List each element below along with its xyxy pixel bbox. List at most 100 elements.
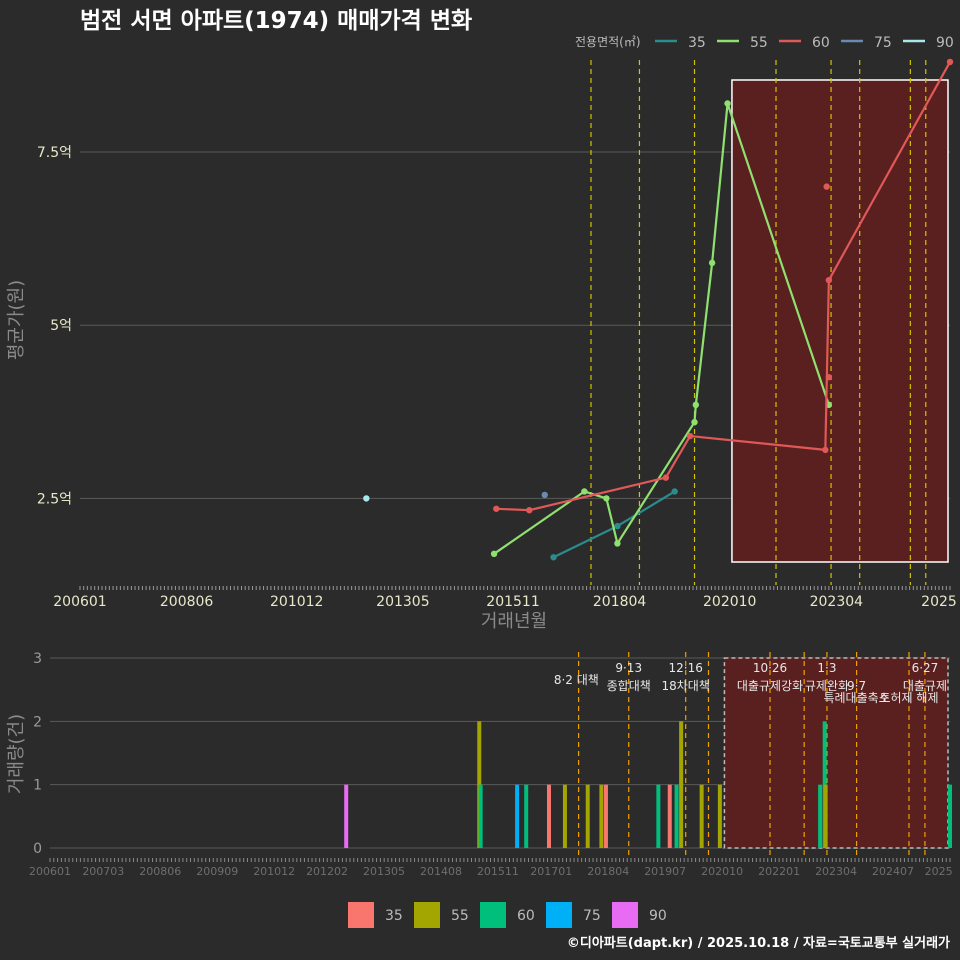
bottom-legend-swatch-55 <box>414 902 440 928</box>
x-tick-label: 200601 <box>53 594 106 610</box>
bottom-x-ticks: 200601 200703 200806 200909 201012 201202 2013… <box>29 865 953 878</box>
bottom-y-ticks: 0 1 2 3 <box>33 651 42 857</box>
bar-60 <box>524 784 529 848</box>
data-point-55 <box>603 495 610 502</box>
data-point-75 <box>541 491 548 499</box>
y-tick-label: 2.5억 <box>37 491 72 507</box>
top-highlight-box <box>731 79 949 563</box>
bottom-y-tick-label: 0 <box>33 841 42 857</box>
bottom-legend-swatch-90 <box>612 902 638 928</box>
bottom-highlight-region <box>723 657 949 849</box>
bottom-x-tick-label: 201907 <box>644 865 686 878</box>
bottom-y-axis-title: 거래량(건) <box>6 714 27 794</box>
bar-55 <box>823 784 828 848</box>
bottom-chart: 8·2 대책 9·13 종합대책 12·16 18차대책 10·26 대출규제강화 1·3 규제… <box>6 651 953 928</box>
bottom-legend-swatch-60 <box>480 902 506 928</box>
top-y-axis-title: 평균가(원) <box>6 280 27 360</box>
data-point-55 <box>581 488 588 495</box>
data-point-60 <box>946 58 954 66</box>
top-series <box>363 58 954 561</box>
x-tick-label: 201511 <box>486 594 539 610</box>
x-tick-label: 201305 <box>376 594 429 610</box>
x-tick-label: 201804 <box>593 594 647 610</box>
policy-annotation: 대출규제강화 <box>737 679 803 693</box>
bottom-legend: 35 55 60 75 90 <box>348 902 667 928</box>
bar-55 <box>585 784 590 848</box>
legend-label-35: 35 <box>688 35 706 51</box>
legend-label-90: 90 <box>936 35 954 51</box>
top-grid <box>79 151 951 590</box>
bar-55 <box>679 721 684 848</box>
bottom-x-tick-label: 202010 <box>701 865 743 878</box>
bottom-legend-swatch-35 <box>348 902 374 928</box>
bar-90 <box>344 784 349 848</box>
bottom-x-tick-label: 201202 <box>306 865 348 878</box>
chart-title: 범전 서면 아파트(1974) 매매가격 변화 <box>80 8 472 34</box>
bar-60 <box>656 784 661 848</box>
policy-annotation: 12·16 <box>669 661 703 675</box>
bottom-x-tick-label: 202407 <box>872 865 914 878</box>
top-x-ticks: 200601 200806 201012 201305 201511 201804 2020… <box>53 594 957 610</box>
bar-55 <box>699 784 704 848</box>
bar-60 <box>818 784 823 848</box>
bar-55 <box>562 784 567 848</box>
bottom-x-tick-label: 201408 <box>420 865 462 878</box>
bar-60 <box>822 721 827 848</box>
data-point-55 <box>614 540 621 547</box>
policy-annotation: 9·7 <box>847 679 866 693</box>
bar-35 <box>546 784 551 848</box>
bar-55 <box>599 784 604 848</box>
policy-annotation: 종합대책 <box>607 678 651 693</box>
bottom-legend-label-35: 35 <box>385 908 403 924</box>
bottom-x-tick-label: 200601 <box>29 865 71 878</box>
legend-label-75: 75 <box>874 35 892 51</box>
data-point-35 <box>614 522 621 530</box>
data-point-60 <box>686 432 694 440</box>
bar-60 <box>674 784 679 848</box>
bottom-x-tick-label: 200909 <box>196 865 238 878</box>
bottom-legend-label-75: 75 <box>583 908 601 924</box>
x-tick-label: 2025 <box>921 594 957 610</box>
top-legend: 전용면적(㎡) 35 55 60 75 90 <box>575 35 954 51</box>
bottom-bars <box>344 721 952 848</box>
top-x-axis-title: 거래년월 <box>481 611 547 632</box>
bottom-highlight-box <box>723 657 949 849</box>
bottom-y-tick-label: 3 <box>33 651 42 667</box>
y-tick-label: 5억 <box>50 318 72 334</box>
policy-annotation: 6·27 <box>912 661 939 675</box>
bottom-legend-label-90: 90 <box>649 908 667 924</box>
data-point-90 <box>363 495 370 502</box>
x-tick-label: 200806 <box>160 594 214 610</box>
top-highlight-region <box>731 79 949 563</box>
policy-annotation: 규제완화 <box>805 679 849 693</box>
policy-annotation: 토허제 해제 <box>879 691 938 705</box>
legend-label-55: 55 <box>750 35 768 51</box>
legend-title: 전용면적(㎡) <box>575 35 641 49</box>
bottom-legend-label-55: 55 <box>451 908 469 924</box>
bottom-legend-swatch-75 <box>546 902 572 928</box>
top-y-ticks: 2.5억 5억 7.5억 <box>37 145 72 507</box>
bottom-x-tick-label: 2025 <box>925 865 953 878</box>
top-policy-lines <box>590 60 927 585</box>
bar-60 <box>948 784 952 848</box>
data-point-55 <box>724 100 731 107</box>
data-point-60 <box>526 506 533 514</box>
bottom-x-tick-label: 201701 <box>530 865 572 878</box>
policy-annotation: 1·3 <box>817 661 836 675</box>
bar-35 <box>667 784 672 848</box>
top-chart: 범전 서면 아파트(1974) 매매가격 변화 2.5억 5억 7.5억 20060… <box>6 8 957 632</box>
data-point-55 <box>708 259 716 267</box>
bar-75 <box>515 784 520 848</box>
footer-credit: ©디아파트(dapt.kr) / 2025.10.18 / 자료=국토교통부 실… <box>567 935 950 951</box>
data-point-60 <box>493 505 500 512</box>
bottom-x-tick-label: 200703 <box>82 865 124 878</box>
data-point-60 <box>822 446 829 454</box>
data-point-35 <box>550 554 557 561</box>
legend-label-60: 60 <box>812 35 830 51</box>
data-point-60 <box>825 276 833 284</box>
data-point-60 <box>825 373 833 381</box>
y-tick-label: 7.5억 <box>37 145 72 161</box>
bottom-x-tick-label: 201305 <box>363 865 405 878</box>
bar-60 <box>478 784 483 848</box>
